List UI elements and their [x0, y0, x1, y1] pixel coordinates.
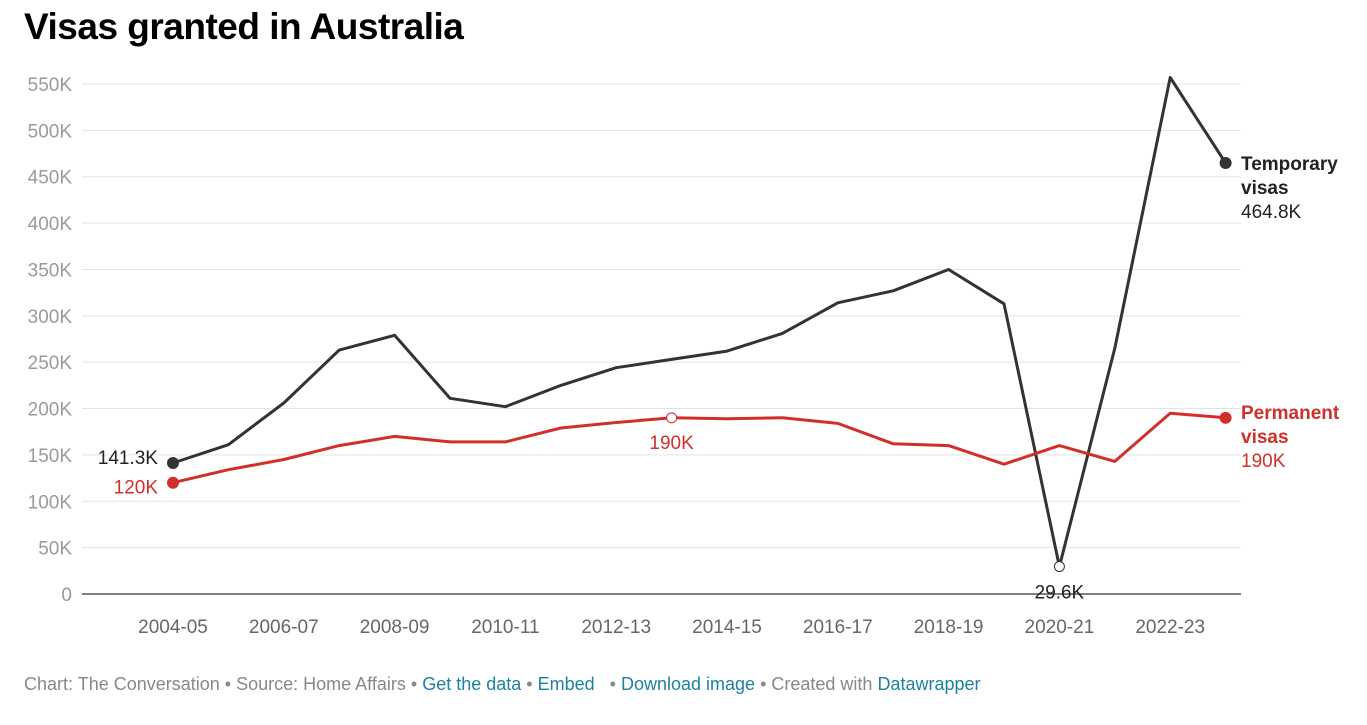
permanent-visas-annotation: 190K	[649, 433, 694, 454]
temporary-visas-series-label: visas	[1241, 178, 1289, 199]
x-tick-label: 2010-11	[471, 617, 539, 638]
permanent-visas-end-value: 190K	[1241, 451, 1286, 472]
permanent-visas-line	[171, 411, 1228, 485]
permanent-visas-end-point	[1219, 411, 1232, 424]
temporary-visas-line	[171, 76, 1228, 569]
download-image-link[interactable]: Download image	[620, 674, 756, 694]
y-tick-label: 200K	[28, 400, 73, 421]
x-tick-label: 2022-23	[1135, 617, 1205, 638]
y-tick-label: 500K	[28, 121, 73, 142]
permanent-visas-marker	[666, 412, 678, 424]
x-tick-label: 2004-05	[138, 617, 208, 638]
footer-separator: •	[224, 674, 237, 694]
temporary-visas-start-point	[167, 456, 179, 469]
y-tick-label: 250K	[28, 353, 73, 374]
x-tick-label: 2016-17	[803, 617, 873, 638]
permanent-visas-annotation: 120K	[114, 478, 159, 499]
y-tick-label: 0	[61, 585, 72, 606]
get-the-data-link[interactable]: Get the data	[422, 674, 522, 694]
permanent-visas-series-label: Permanent	[1241, 403, 1340, 424]
datawrapper-link[interactable]: Datawrapper	[877, 674, 981, 694]
x-tick-label: 2020-21	[1025, 617, 1095, 638]
permanent-visas-start-point	[167, 476, 179, 489]
x-tick-label: 2006-07	[249, 617, 319, 638]
chart-credit: Chart: The Conversation	[24, 674, 220, 694]
source-credit: Source: Home Affairs	[236, 674, 406, 694]
y-tick-label: 400K	[28, 214, 73, 235]
temporary-visas-series-label: Temporary	[1241, 154, 1338, 175]
temporary-visas-annotation: 141.3K	[98, 448, 159, 469]
temporary-visas-end-point	[1219, 157, 1232, 170]
temporary-visas-annotation: 29.6K	[1035, 583, 1085, 604]
embed-link[interactable]: Embed	[537, 674, 595, 694]
y-tick-label: 100K	[28, 492, 73, 513]
footer-separator: •	[410, 674, 423, 694]
y-tick-label: 350K	[28, 260, 73, 281]
y-tick-label: 50K	[38, 539, 72, 560]
y-tick-label: 300K	[28, 307, 73, 328]
x-tick-label: 2012-13	[581, 617, 651, 638]
y-tick-label: 150K	[28, 446, 73, 467]
footer-separator: •	[599, 674, 621, 694]
permanent-visas-series-label: visas	[1241, 427, 1289, 448]
chart-title: Visas granted in Australia	[24, 6, 464, 47]
chart-footer: Chart: The Conversation • Source: Home A…	[24, 674, 981, 695]
temporary-visas-marker	[1053, 561, 1065, 573]
created-with-text: Created with	[771, 674, 873, 694]
y-tick-label: 550K	[28, 75, 73, 96]
footer-separator: •	[526, 674, 538, 694]
line-chart: 0 50K 100K 150K 200K 250K 300K 350K 400K 450K 500K…	[28, 75, 1340, 638]
x-tick-label: 2018-19	[914, 617, 984, 638]
x-tick-label: 2014-15	[692, 617, 762, 638]
x-tick-label: 2008-09	[360, 617, 430, 638]
temporary-visas-end-value: 464.8K	[1241, 202, 1302, 223]
y-tick-label: 450K	[28, 168, 73, 189]
footer-separator: •	[760, 674, 772, 694]
